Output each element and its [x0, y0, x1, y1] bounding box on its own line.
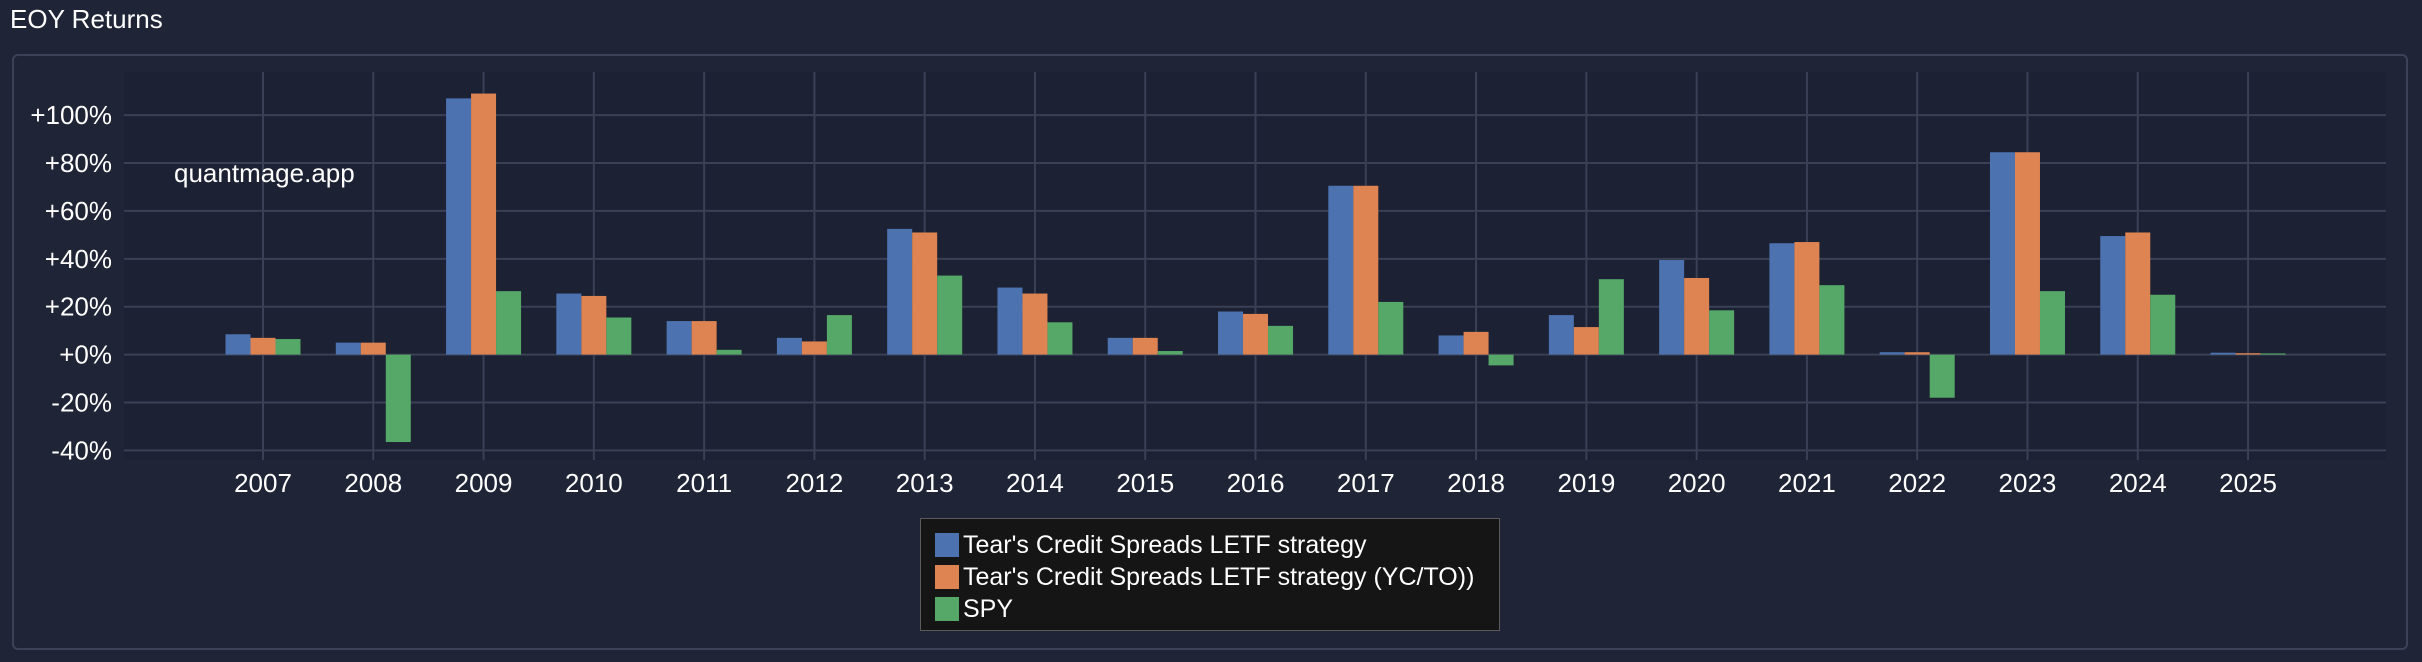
x-tick-label: 2015: [1116, 468, 1174, 498]
bar-series-2: [2125, 232, 2151, 355]
bar-series-2: [691, 321, 717, 355]
x-tick-label: 2019: [1557, 468, 1615, 498]
bar-series-3: [1929, 354, 1955, 398]
watermark-text: quantmage.app: [174, 158, 355, 188]
bar-series-1: [887, 228, 913, 355]
x-tick-label: 2023: [1999, 468, 2057, 498]
x-tick-label: 2013: [896, 468, 954, 498]
bar-series-3: [496, 291, 522, 355]
bar-series-3: [716, 349, 742, 355]
bar-series-2: [250, 337, 276, 355]
x-tick-label: 2017: [1337, 468, 1395, 498]
bar-series-1: [1769, 243, 1795, 355]
y-tick-label: +60%: [45, 196, 112, 226]
bar-series-3: [2039, 291, 2065, 355]
chart-legend: Tear's Credit Spreads LETF strategy Tear…: [920, 518, 1500, 631]
bar-series-2: [581, 295, 607, 355]
x-tick-label: 2008: [344, 468, 402, 498]
chart-frame: [12, 54, 2408, 650]
bar-series-3: [1488, 354, 1514, 366]
x-tick-label: 2009: [455, 468, 513, 498]
bar-series-1: [1107, 337, 1133, 355]
x-tick-label: 2016: [1227, 468, 1285, 498]
bar-series-1: [1328, 185, 1354, 355]
bar-series-2: [471, 93, 497, 355]
bar-series-3: [1709, 310, 1735, 355]
legend-label-series-3: SPY: [963, 594, 1014, 623]
x-tick-label: 2011: [676, 468, 732, 498]
y-tick-label: -40%: [51, 435, 112, 465]
bar-series-2: [1904, 352, 1930, 355]
y-tick-label: +40%: [45, 244, 112, 274]
bar-series-3: [1378, 301, 1404, 355]
bar-series-2: [2014, 152, 2040, 355]
bar-series-2: [1684, 277, 1710, 355]
bar-series-2: [1022, 293, 1048, 355]
bar-series-1: [666, 321, 692, 355]
bar-series-1: [335, 342, 361, 355]
bar-series-1: [2100, 236, 2126, 355]
y-tick-label: +100%: [30, 100, 112, 130]
legend-item-series-1: Tear's Credit Spreads LETF strategy: [935, 529, 1499, 561]
bar-series-3: [1819, 285, 1845, 355]
bar-series-3: [1047, 322, 1073, 355]
x-tick-label: 2018: [1447, 468, 1505, 498]
bar-series-2: [1132, 337, 1158, 355]
bar-series-1: [1548, 315, 1574, 355]
bar-series-2: [1794, 242, 1820, 355]
y-tick-label: +0%: [59, 340, 112, 370]
legend-swatch-series-2: [935, 565, 959, 589]
bar-series-1: [2210, 352, 2236, 355]
x-tick-label: 2022: [1888, 468, 1946, 498]
y-tick-label: -20%: [51, 388, 112, 418]
bar-series-3: [606, 317, 632, 355]
legend-label-series-1: Tear's Credit Spreads LETF strategy: [963, 530, 1367, 559]
legend-swatch-series-3: [935, 597, 959, 621]
bar-series-3: [826, 315, 852, 355]
bar-series-2: [360, 342, 386, 355]
bar-series-1: [225, 334, 251, 355]
legend-swatch-series-1: [935, 533, 959, 557]
legend-item-series-3: SPY: [935, 593, 1499, 625]
bar-series-2: [912, 232, 938, 355]
bar-series-1: [776, 337, 802, 355]
x-tick-label: 2010: [565, 468, 623, 498]
legend-label-series-2: Tear's Credit Spreads LETF strategy (YC/…: [963, 562, 1475, 591]
panel-title: EOY Returns: [10, 4, 163, 34]
bar-series-3: [1157, 351, 1183, 355]
bar-series-1: [446, 98, 472, 355]
bar-series-1: [1218, 311, 1244, 355]
y-tick-label: +20%: [45, 292, 112, 322]
x-tick-label: 2014: [1006, 468, 1064, 498]
y-tick-label: +80%: [45, 148, 112, 178]
x-tick-label: 2012: [785, 468, 843, 498]
x-tick-label: 2025: [2219, 468, 2277, 498]
bar-series-1: [1989, 152, 2015, 355]
bar-series-3: [937, 275, 963, 355]
x-tick-label: 2024: [2109, 468, 2167, 498]
x-tick-label: 2020: [1668, 468, 1726, 498]
bar-series-1: [1659, 260, 1685, 355]
x-tick-label: 2007: [234, 468, 292, 498]
bar-series-2: [801, 341, 827, 355]
bar-series-3: [1268, 325, 1294, 355]
bar-series-2: [1573, 327, 1599, 355]
bar-series-1: [1879, 352, 1905, 355]
bar-series-2: [2235, 353, 2261, 355]
legend-item-series-2: Tear's Credit Spreads LETF strategy (YC/…: [935, 561, 1499, 593]
x-tick-label: 2021: [1778, 468, 1836, 498]
bar-series-3: [275, 339, 301, 355]
bar-series-2: [1243, 313, 1269, 355]
bar-series-3: [2150, 294, 2176, 355]
bar-series-3: [385, 354, 411, 443]
bar-series-2: [1463, 331, 1489, 355]
bar-series-2: [1353, 185, 1379, 355]
bar-series-3: [2260, 353, 2286, 355]
bar-series-1: [1438, 335, 1464, 355]
bar-series-3: [1598, 279, 1624, 355]
bar-series-1: [997, 287, 1023, 355]
bar-series-1: [556, 293, 582, 355]
